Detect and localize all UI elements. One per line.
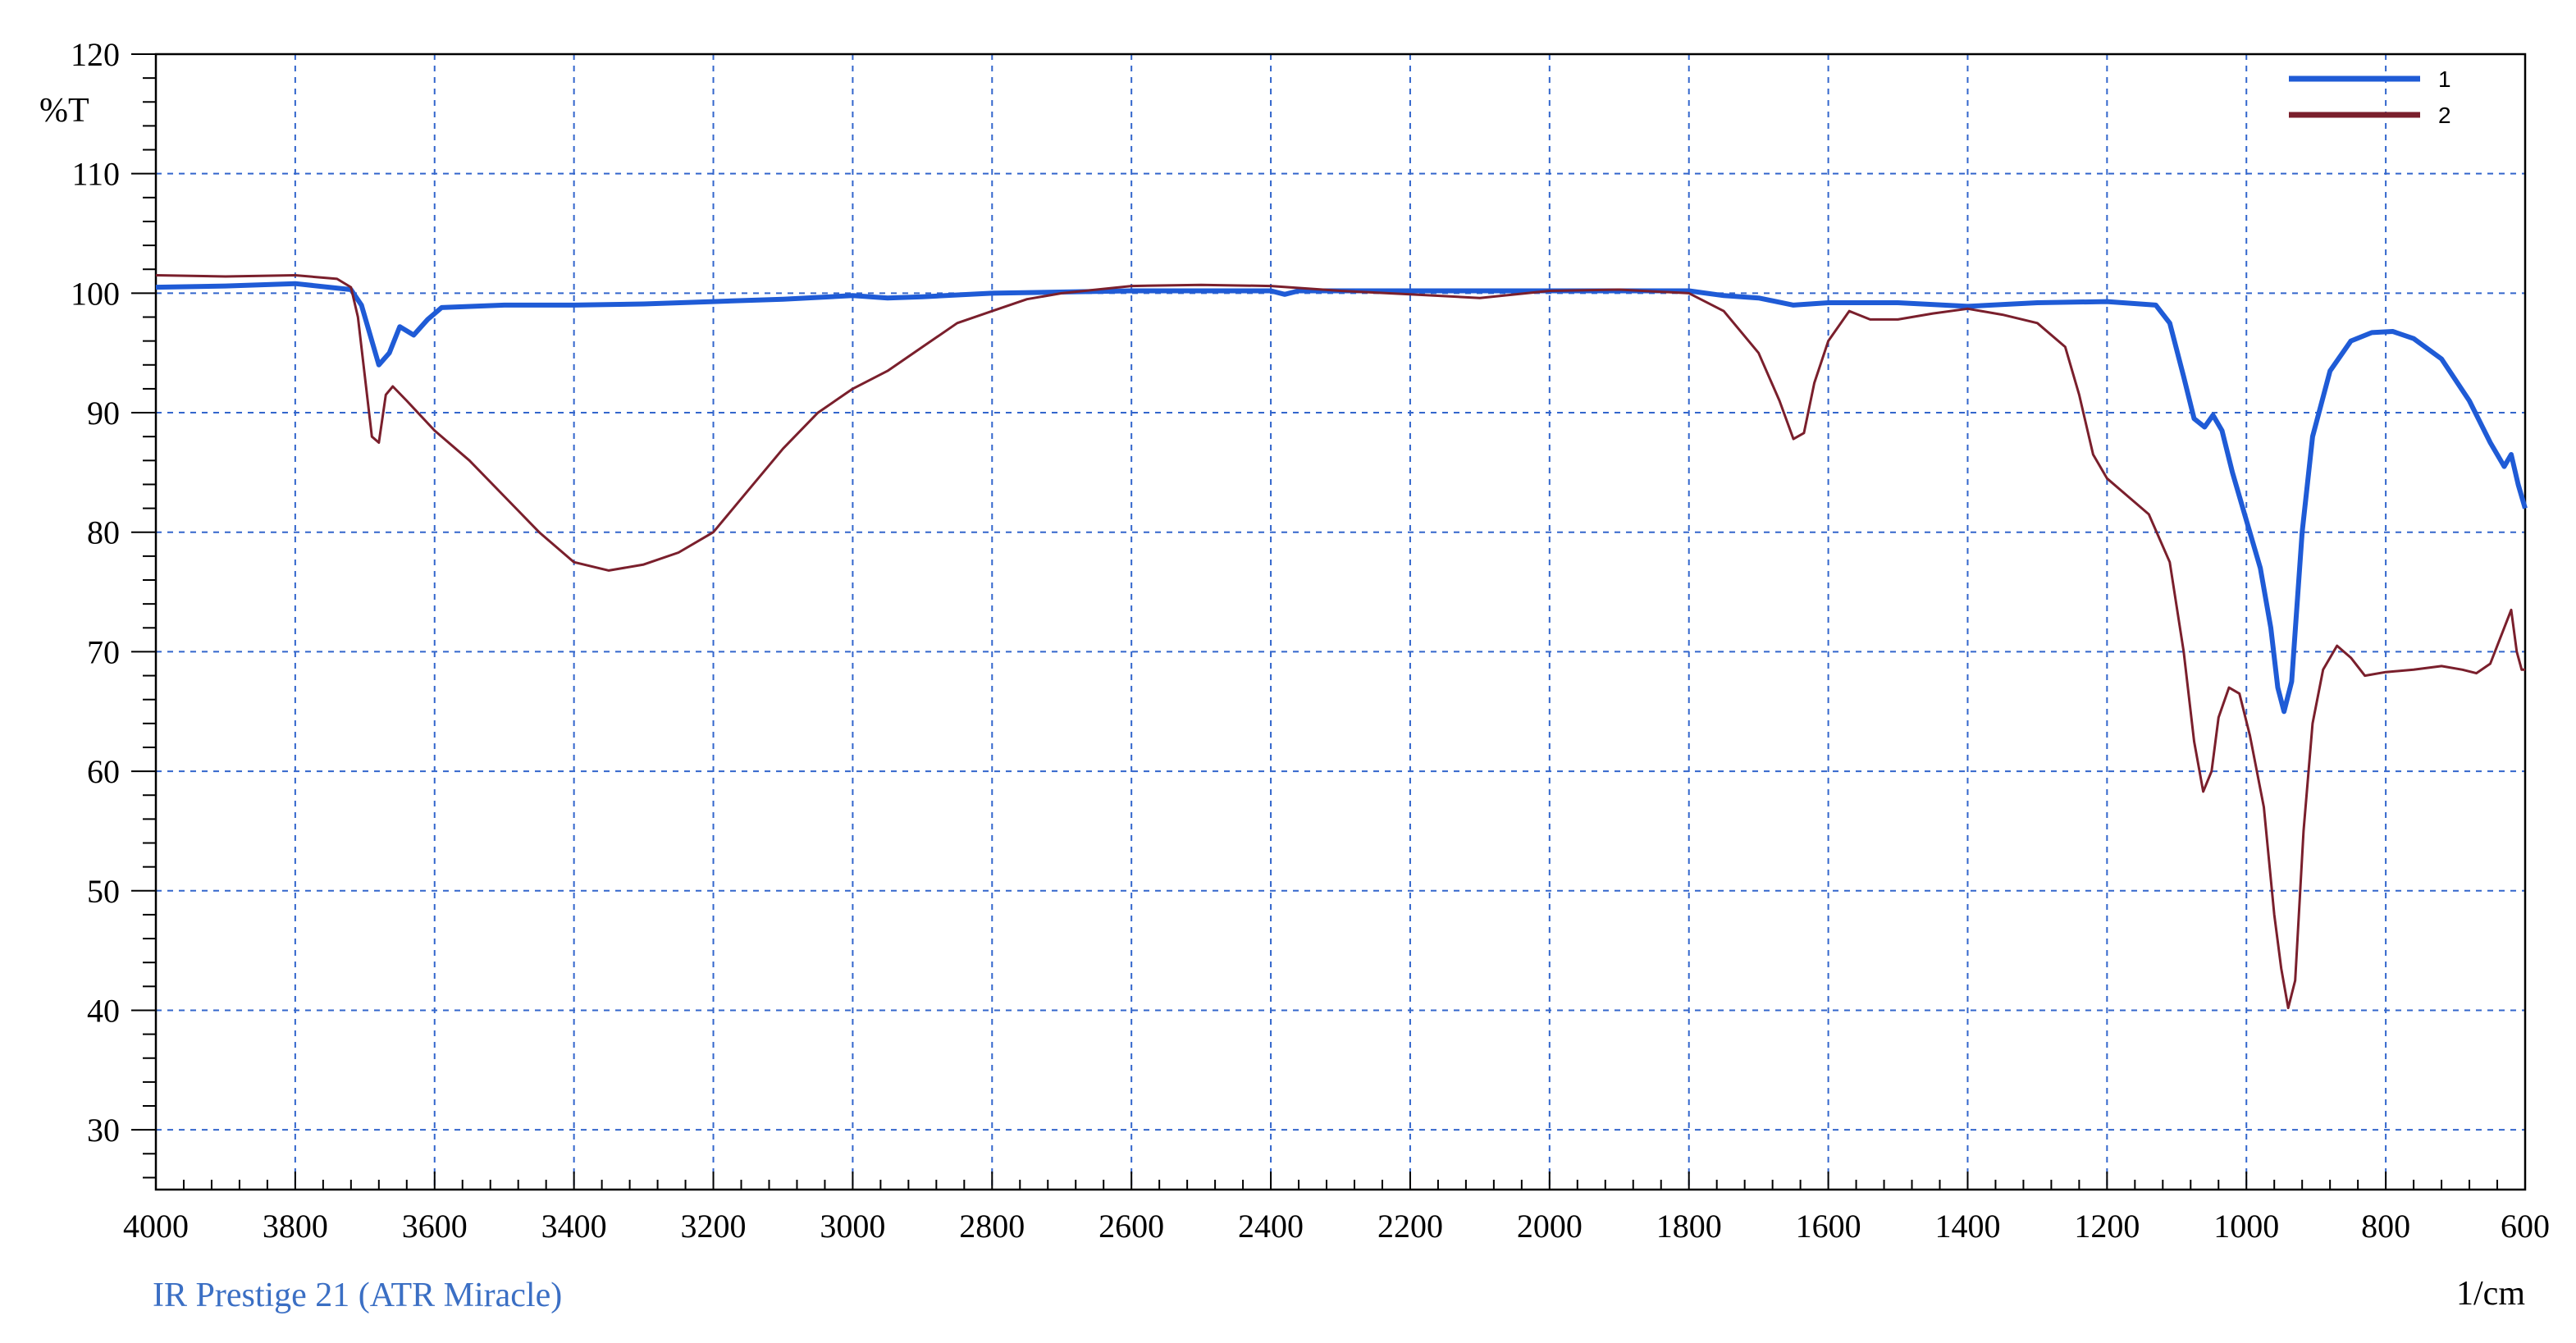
plot-frame bbox=[154, 53, 2527, 1191]
y-tick-label: 60 bbox=[87, 753, 120, 790]
x-tick-label: 3400 bbox=[541, 1208, 607, 1245]
y-tick-label: 50 bbox=[87, 873, 120, 910]
x-tick-label: 1600 bbox=[1796, 1208, 1861, 1245]
x-axis-label: 1/cm bbox=[2456, 1275, 2525, 1313]
instrument-label: IR Prestige 21 (ATR Miracle) bbox=[153, 1277, 562, 1314]
series-line-2 bbox=[155, 274, 2525, 1010]
x-tick-label: 3800 bbox=[263, 1208, 328, 1245]
x-tick-label: 2200 bbox=[1377, 1208, 1443, 1245]
x-tick-label: 2600 bbox=[1098, 1208, 1164, 1245]
x-tick-label: 1800 bbox=[1656, 1208, 1722, 1245]
x-tick-label: 1200 bbox=[2074, 1208, 2140, 1245]
y-tick-label: 70 bbox=[87, 633, 120, 670]
x-tick-label: 2400 bbox=[1238, 1208, 1304, 1245]
legend-label-series-2: 2 bbox=[2438, 103, 2451, 128]
x-tick-label: 2000 bbox=[1517, 1208, 1583, 1245]
y-tick-label: 90 bbox=[87, 395, 120, 432]
x-tick-label: 800 bbox=[2361, 1208, 2410, 1245]
y-tick-label: 30 bbox=[87, 1112, 120, 1149]
x-tick-label: 3600 bbox=[402, 1208, 468, 1245]
series-lines bbox=[155, 274, 2528, 1010]
y-tick-label: 40 bbox=[87, 992, 120, 1029]
y-tick-label: 100 bbox=[71, 275, 120, 312]
legend: 1 2 bbox=[2289, 66, 2451, 128]
y-tick-label: 110 bbox=[71, 156, 120, 193]
axes: 4000 3800 3600 3400 3200 3000 2800 2600 2400 2200… bbox=[71, 36, 2550, 1245]
x-tick-label: 2800 bbox=[959, 1208, 1025, 1245]
y-tick-label: 120 bbox=[71, 36, 120, 73]
x-tick-label: 1400 bbox=[1934, 1208, 2000, 1245]
x-tick-label: 4000 bbox=[123, 1208, 189, 1245]
x-tick-label: 1000 bbox=[2213, 1208, 2279, 1245]
grid bbox=[156, 54, 2525, 1190]
x-tick-label: 600 bbox=[2501, 1208, 2550, 1245]
y-tick-label: 80 bbox=[87, 514, 120, 551]
legend-label-series-1: 1 bbox=[2438, 66, 2451, 92]
y-axis-label: %T bbox=[39, 92, 89, 130]
series-line-1 bbox=[155, 281, 2528, 715]
x-tick-label: 3200 bbox=[681, 1208, 747, 1245]
x-tick-label: 3000 bbox=[820, 1208, 885, 1245]
